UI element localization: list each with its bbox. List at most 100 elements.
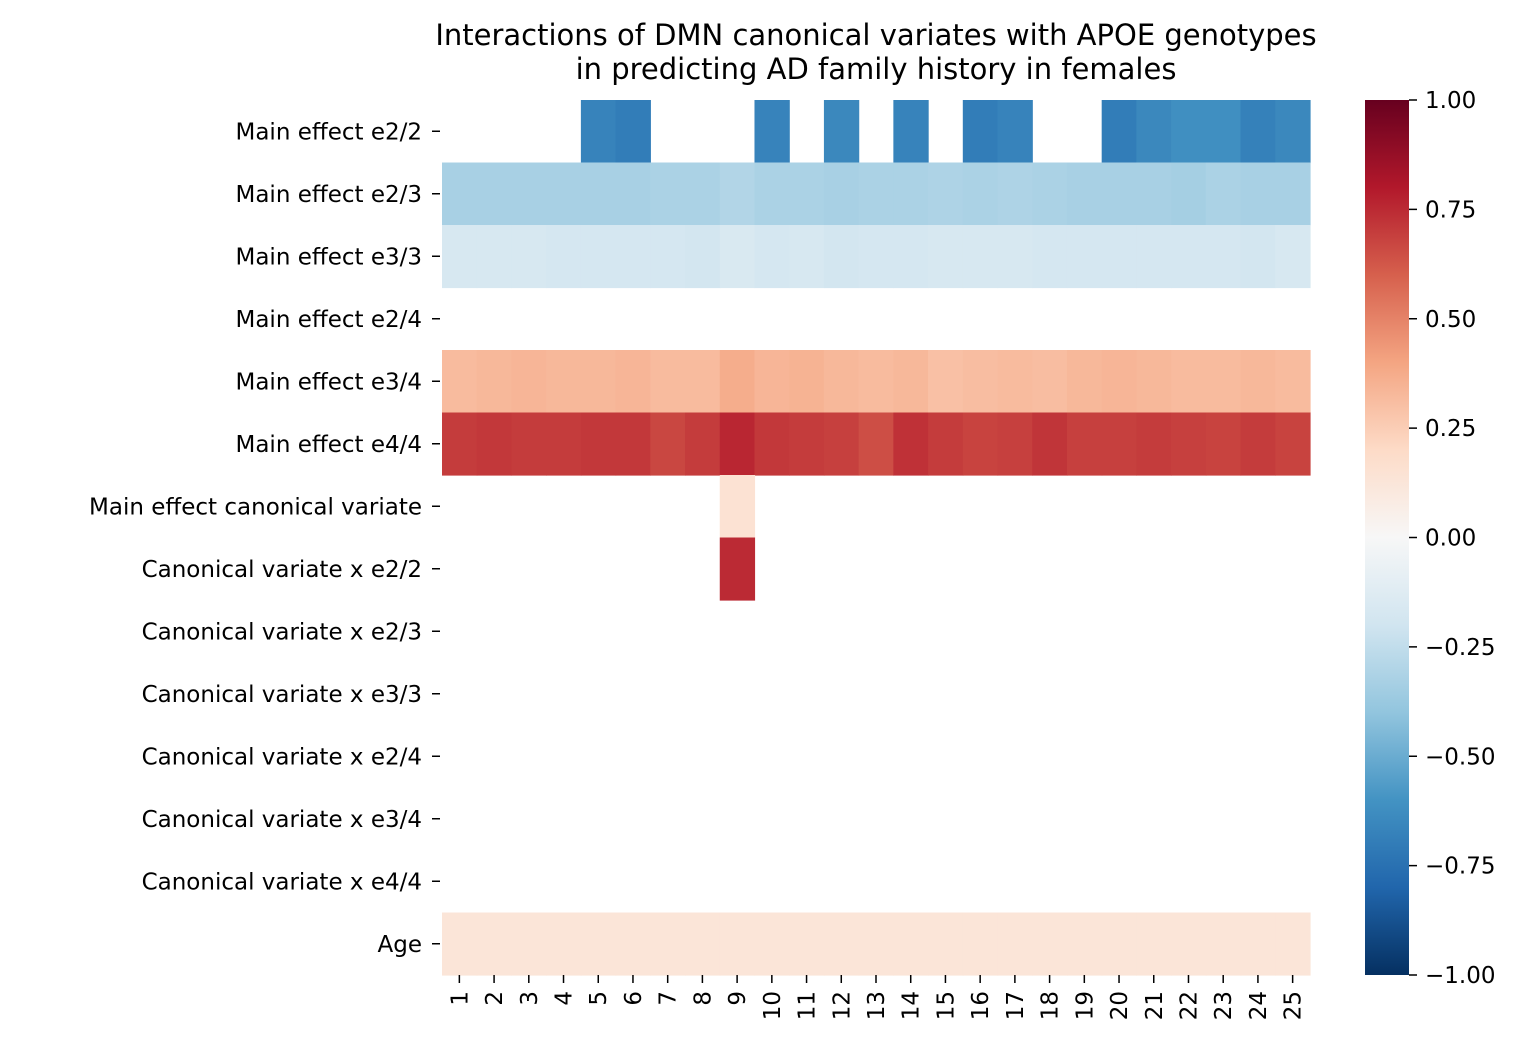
heatmap-cell [1275, 912, 1311, 976]
heatmap-cell [1171, 350, 1207, 414]
x-tick-label: 2 [482, 991, 508, 1006]
colorbar-tick-label: 0.50 [1425, 307, 1476, 333]
heatmap-cell [1240, 350, 1276, 414]
heatmap-cell [789, 162, 825, 226]
heatmap-cell [1136, 912, 1172, 976]
heatmap-cell [928, 412, 964, 476]
heatmap-cell [1240, 100, 1276, 164]
heatmap-cell [1171, 100, 1207, 164]
colorbar-tick-label: −0.75 [1425, 854, 1495, 880]
colorbar-tick-label: −0.25 [1425, 635, 1495, 661]
heatmap-cell [928, 225, 964, 289]
heatmap-cell [823, 350, 860, 414]
heatmap-cell [1101, 412, 1137, 476]
heatmap-cell [823, 225, 860, 289]
heatmap-cell [962, 912, 999, 976]
y-tick-label: Canonical variate x e3/4 [142, 807, 422, 833]
heatmap-cell [615, 412, 651, 476]
heatmap-cell [997, 412, 1033, 476]
heatmap-cell [823, 162, 860, 226]
x-tick-label: 6 [621, 991, 647, 1006]
heatmap-cell [719, 225, 756, 289]
y-tick-label: Canonical variate x e2/3 [142, 619, 422, 645]
heatmap-cell [580, 412, 617, 476]
y-tick-label: Main effect e3/4 [235, 369, 422, 395]
heatmap-cell [1240, 225, 1276, 289]
heatmap-cell [1066, 412, 1103, 476]
chart-title-line: in predicting AD family history in femal… [576, 52, 1177, 86]
heatmap-cell [442, 412, 478, 476]
y-tick-label: Canonical variate x e4/4 [142, 869, 422, 895]
heatmap-cell [511, 412, 547, 476]
heatmap-cell [823, 412, 860, 476]
heatmap-cell [1066, 225, 1103, 289]
heatmap-cell [719, 912, 756, 976]
heatmap-cell [1275, 100, 1311, 164]
heatmap-cell [546, 225, 582, 289]
y-tick-label: Main effect e2/3 [235, 182, 422, 208]
heatmap-cell [754, 350, 790, 414]
heatmap-cell [1275, 412, 1311, 476]
heatmap-cell [1171, 412, 1207, 476]
heatmap-cell [615, 162, 651, 226]
x-tick-label: 20 [1107, 991, 1133, 1020]
heatmap-cell [893, 912, 929, 976]
heatmap-cell [997, 162, 1033, 226]
heatmap-cell [1205, 225, 1242, 289]
x-tick-label: 25 [1281, 991, 1307, 1020]
heatmap-cell [1066, 912, 1103, 976]
heatmap-cell [1171, 912, 1207, 976]
heatmap-cell [650, 225, 686, 289]
chart-title-line: Interactions of DMN canonical variates w… [435, 18, 1316, 52]
heatmap-cell [1101, 162, 1137, 226]
heatmap-cell [442, 162, 478, 226]
heatmap-cell [928, 162, 964, 226]
heatmap-cell [962, 412, 999, 476]
heatmap-cell [893, 225, 929, 289]
heatmap-cell [650, 162, 686, 226]
heatmap-cell [442, 912, 478, 976]
x-tick-label: 24 [1246, 991, 1272, 1020]
y-tick-label: Main effect e4/4 [235, 432, 422, 458]
heatmap-cell [650, 912, 686, 976]
chart-title: Interactions of DMN canonical variates w… [435, 18, 1316, 86]
x-tick-label: 21 [1142, 991, 1168, 1020]
heatmap-cell [615, 225, 651, 289]
heatmap-cell [546, 412, 582, 476]
heatmap-cells [442, 100, 1311, 976]
heatmap-cell [823, 912, 860, 976]
heatmap-cell [476, 225, 513, 289]
x-tick-label: 12 [829, 991, 855, 1020]
x-tick-label: 8 [690, 991, 716, 1006]
heatmap-cell [615, 100, 651, 164]
heatmap-cell [719, 350, 756, 414]
heatmap-cell [754, 912, 790, 976]
heatmap-cell [997, 100, 1033, 164]
heatmap-cell [685, 225, 721, 289]
heatmap-cell [442, 225, 478, 289]
heatmap-cell [580, 912, 617, 976]
heatmap-cell [789, 912, 825, 976]
colorbar-tick-label: 0.75 [1425, 197, 1476, 223]
heatmap-cell [1136, 412, 1172, 476]
heatmap-cell [858, 162, 894, 226]
x-tick-label: 18 [1038, 991, 1064, 1020]
heatmap-cell [823, 100, 860, 164]
x-tick-label: 23 [1211, 991, 1237, 1020]
x-tick-label: 13 [864, 991, 890, 1020]
heatmap-cell [546, 350, 582, 414]
heatmap-cell [754, 412, 790, 476]
x-tick-label: 15 [933, 991, 959, 1020]
heatmap-cell [893, 412, 929, 476]
heatmap-cell [546, 162, 582, 226]
heatmap-cell [1205, 162, 1242, 226]
heatmap-cell [476, 412, 513, 476]
heatmap-cell [511, 162, 547, 226]
heatmap-cell [928, 912, 964, 976]
heatmap-cell [997, 350, 1033, 414]
heatmap-cell [1032, 225, 1068, 289]
y-tick-label: Main effect e3/3 [235, 244, 422, 270]
heatmap-cell [789, 412, 825, 476]
heatmap-cell [1101, 912, 1137, 976]
x-tick-label: 9 [725, 991, 751, 1006]
